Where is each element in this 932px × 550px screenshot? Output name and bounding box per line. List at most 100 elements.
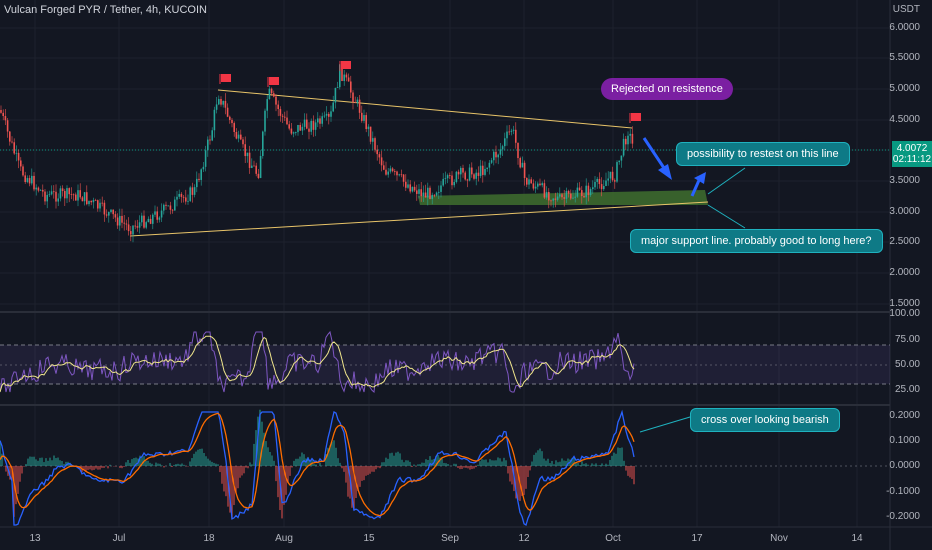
- candle: [248, 152, 251, 168]
- histogram-bar: [301, 452, 303, 466]
- histogram-bar: [63, 463, 65, 466]
- rsi-tick: 75.00: [894, 334, 920, 345]
- rsi-tick: 50.00: [894, 359, 920, 370]
- candle: [275, 96, 277, 105]
- candle: [583, 196, 585, 198]
- candle: [587, 185, 590, 196]
- current-price: 4.0072: [896, 143, 928, 154]
- candle: [259, 155, 262, 178]
- candle: [466, 179, 469, 181]
- histogram-bar: [339, 462, 341, 466]
- candle: [240, 134, 242, 140]
- histogram-bar: [219, 466, 221, 473]
- candle: [380, 157, 383, 166]
- histogram-bar: [331, 441, 333, 466]
- histogram-bar: [49, 457, 51, 466]
- candle: [57, 198, 59, 202]
- candle: [83, 192, 86, 202]
- histogram-bar: [55, 458, 57, 466]
- candle: [154, 211, 156, 215]
- candle: [226, 107, 229, 117]
- candle: [526, 177, 528, 185]
- candle: [490, 160, 493, 163]
- candle: [614, 180, 616, 182]
- candle: [607, 178, 609, 181]
- candle: [475, 172, 477, 179]
- annotation-support[interactable]: major support line. probably good to lon…: [630, 229, 883, 253]
- histogram-bar: [193, 453, 195, 466]
- histogram-bar: [567, 458, 569, 466]
- histogram-bar: [51, 460, 53, 466]
- candle: [97, 200, 99, 209]
- histogram-bar: [65, 461, 67, 466]
- candle: [213, 109, 216, 131]
- histogram-bar: [601, 463, 603, 466]
- annotation-rejected[interactable]: Rejected on resistence: [601, 78, 733, 100]
- macd-tick: -0.1000: [886, 486, 920, 497]
- candle: [627, 135, 629, 145]
- price-tick: 1.5000: [889, 298, 920, 309]
- candle: [200, 169, 202, 180]
- candle: [354, 102, 356, 104]
- candle: [64, 191, 66, 199]
- candle: [332, 102, 334, 112]
- candle: [539, 183, 541, 186]
- price-tick: 5.0000: [889, 83, 920, 94]
- candle: [50, 191, 53, 195]
- candle: [545, 192, 548, 198]
- histogram-bar: [93, 466, 95, 470]
- annotation-crossover[interactable]: cross over looking bearish: [690, 408, 840, 432]
- rsi-pane[interactable]: [0, 330, 890, 393]
- candle: [31, 175, 33, 184]
- candle: [11, 141, 13, 143]
- histogram-bar: [191, 458, 193, 466]
- candle: [99, 202, 101, 209]
- candle: [253, 165, 255, 167]
- candle: [39, 189, 42, 191]
- price-pane[interactable]: [0, 61, 890, 433]
- histogram-bar: [615, 453, 617, 466]
- macd-pane[interactable]: [0, 409, 890, 527]
- histogram-bar: [299, 456, 301, 466]
- candle: [383, 165, 385, 170]
- candle: [59, 188, 62, 199]
- candle: [323, 115, 326, 117]
- candle: [499, 149, 502, 155]
- histogram-bar: [351, 466, 353, 508]
- histogram-bar: [409, 461, 411, 466]
- candle: [121, 215, 123, 223]
- histogram-bar: [559, 461, 561, 466]
- candle: [345, 74, 348, 78]
- candle: [187, 200, 189, 202]
- candle: [116, 217, 119, 226]
- histogram-bar: [521, 466, 523, 496]
- histogram-bar: [5, 466, 7, 472]
- candle: [28, 178, 31, 184]
- candle: [363, 115, 365, 121]
- candle: [138, 222, 141, 228]
- histogram-bar: [469, 466, 471, 470]
- histogram-bar: [131, 459, 133, 466]
- histogram-bar: [221, 466, 223, 484]
- candle: [273, 93, 275, 97]
- candle: [433, 194, 436, 196]
- histogram-bar: [529, 466, 531, 471]
- histogram-bar: [225, 466, 227, 497]
- histogram-bar: [435, 455, 437, 466]
- candle: [163, 204, 165, 211]
- histogram-bar: [507, 466, 509, 474]
- candle: [468, 167, 471, 181]
- histogram-bar: [89, 466, 91, 470]
- candle: [471, 167, 473, 175]
- candle: [581, 190, 583, 197]
- annotation-retest[interactable]: possibility to restest on this line: [676, 142, 850, 166]
- candle: [444, 178, 447, 180]
- histogram-bar: [9, 466, 11, 480]
- histogram-bar: [621, 447, 623, 466]
- candle: [350, 81, 352, 93]
- candle: [308, 128, 310, 132]
- histogram-bar: [43, 462, 45, 466]
- histogram-bar: [103, 466, 105, 468]
- histogram-bar: [455, 463, 457, 466]
